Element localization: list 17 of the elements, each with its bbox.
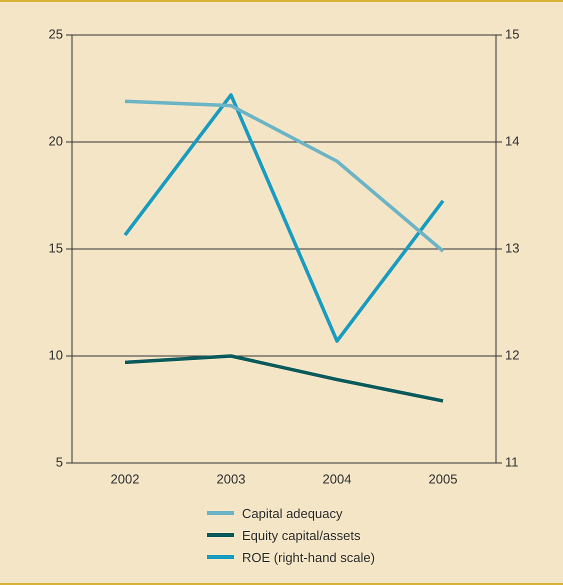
y2-tick-label: 15 <box>505 26 520 42</box>
x-tick-label: 2002 <box>110 471 140 486</box>
y2-tick-label: 13 <box>505 240 520 256</box>
y2-tick-label: 11 <box>505 454 518 470</box>
legend-label: Capital adequacy <box>242 506 342 520</box>
y-tick-label: 20 <box>48 134 63 149</box>
legend-label: Equity capital/assets <box>242 528 361 542</box>
y-tick-label: 10 <box>48 348 63 363</box>
y-tick-label: 15 <box>48 240 63 256</box>
y-tick-label: 5 <box>56 454 63 470</box>
x-tick-label: 2005 <box>428 471 458 486</box>
x-tick-label: 2003 <box>216 471 246 486</box>
y-tick-label: 25 <box>48 26 63 42</box>
legend-label: ROE (right-hand scale) <box>242 550 375 564</box>
x-tick-label: 2004 <box>322 471 352 486</box>
y2-tick-label: 12 <box>505 348 520 363</box>
y2-tick-label: 14 <box>505 134 520 149</box>
